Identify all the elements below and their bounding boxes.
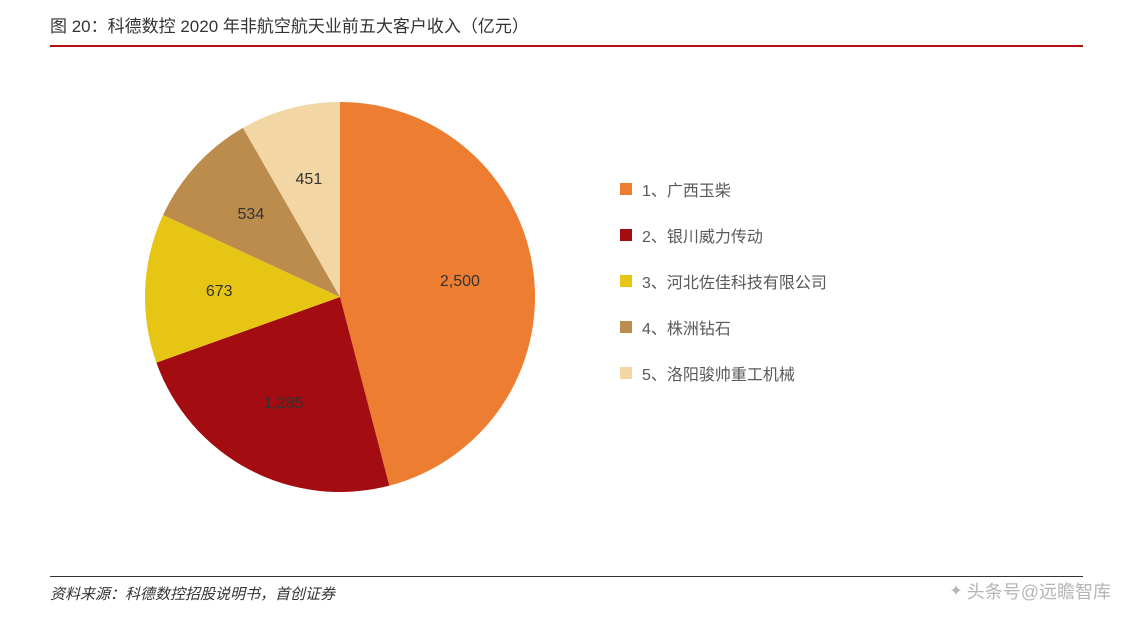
chart-legend: 1、广西玉柴 2、银川威力传动 3、河北佐佳科技有限公司 4、株洲钻石 5、洛阳骏帅重工… (620, 177, 827, 407)
legend-item: 2、银川威力传动 (620, 223, 827, 247)
legend-text: 1、广西玉柴 (642, 177, 731, 201)
slice-label: 2,500 (440, 273, 480, 291)
legend-swatch (620, 321, 632, 333)
slice-label: 534 (238, 206, 265, 224)
legend-swatch (620, 275, 632, 287)
slice-label: 673 (206, 283, 233, 301)
slice-label: 1,285 (263, 395, 303, 413)
watermark: ✦ 头条号@远瞻智库 (949, 578, 1111, 604)
chart-header: 图 20：科德数控 2020 年非航空航天业前五大客户收入（亿元） (0, 0, 1133, 45)
legend-item: 1、广西玉柴 (620, 177, 827, 201)
legend-text: 2、银川威力传动 (642, 223, 763, 247)
legend-item: 5、洛阳骏帅重工机械 (620, 361, 827, 385)
legend-text: 5、洛阳骏帅重工机械 (642, 361, 795, 385)
watermark-text: 头条号@远瞻智库 (967, 578, 1111, 604)
legend-text: 4、株洲钻石 (642, 315, 731, 339)
slice-label: 451 (296, 171, 323, 189)
footer-line (50, 576, 1083, 577)
legend-swatch (620, 367, 632, 379)
legend-swatch (620, 183, 632, 195)
chart-title: 图 20：科德数控 2020 年非航空航天业前五大客户收入（亿元） (50, 12, 1083, 37)
legend-text: 3、河北佐佳科技有限公司 (642, 269, 827, 293)
legend-item: 3、河北佐佳科技有限公司 (620, 269, 827, 293)
legend-item: 4、株洲钻石 (620, 315, 827, 339)
chart-area: 2,500 1,285 673 534 451 1、广西玉柴 2、银川威力传动 3、河北佐佳… (0, 47, 1133, 547)
watermark-icon: ✦ (949, 581, 962, 601)
pie-chart: 2,500 1,285 673 534 451 (140, 87, 540, 512)
legend-swatch (620, 229, 632, 241)
